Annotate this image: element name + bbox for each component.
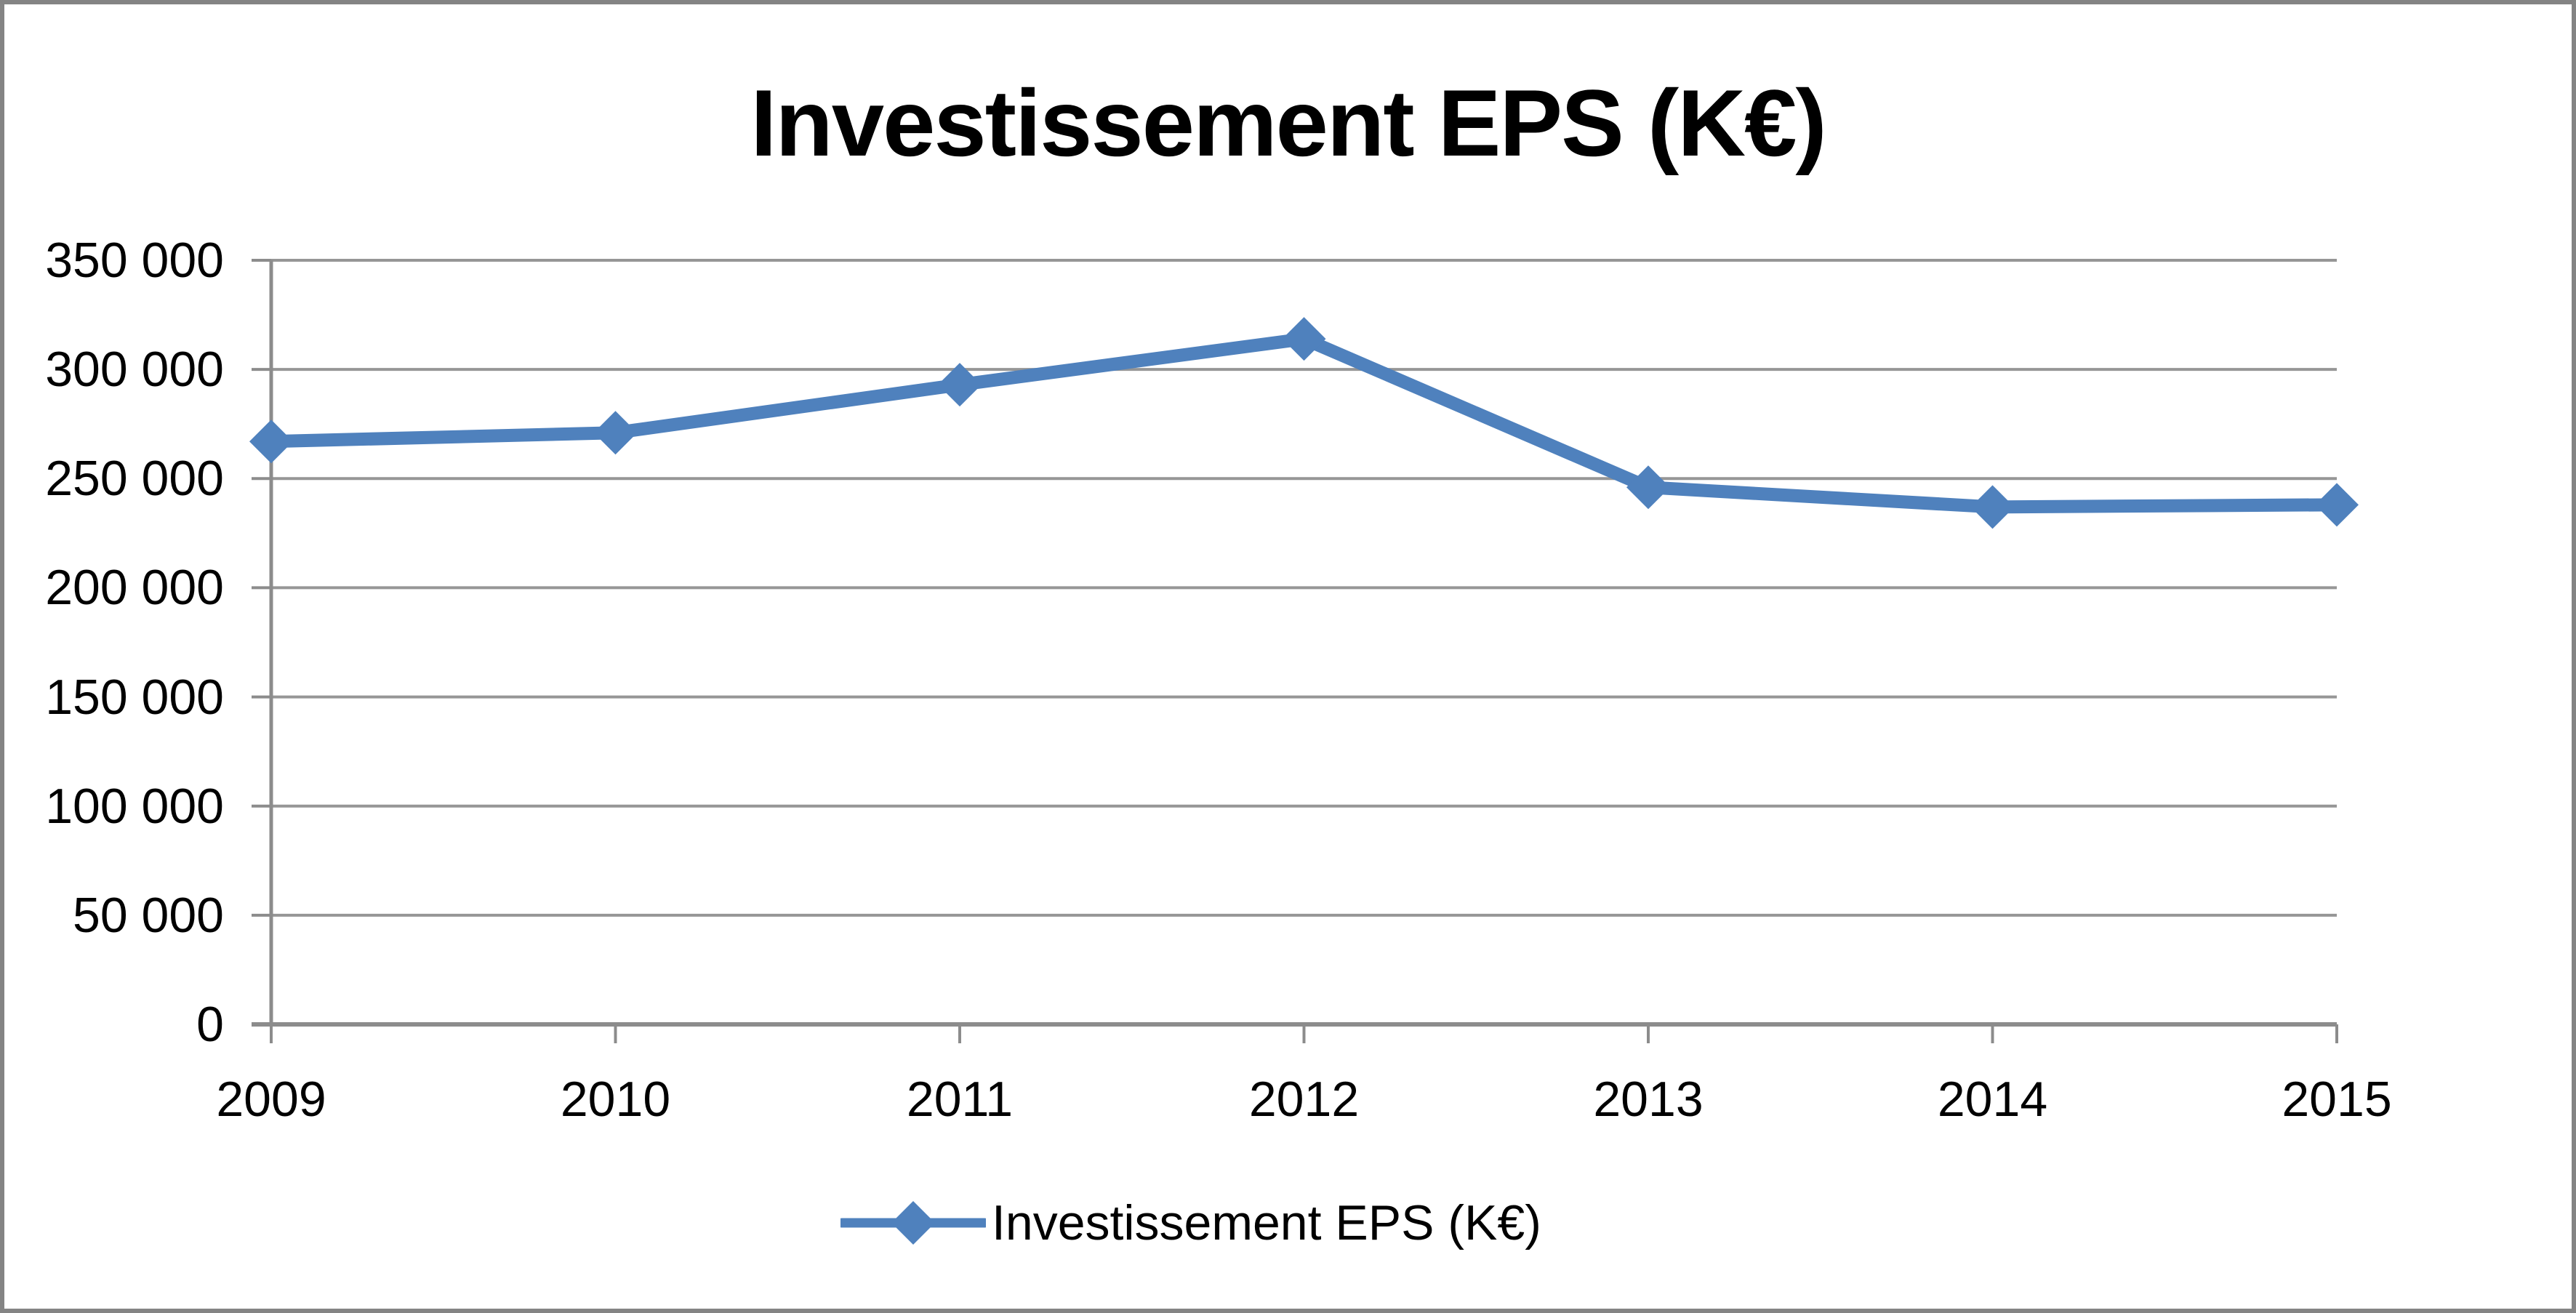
legend-diamond-marker bbox=[891, 1201, 935, 1245]
data-point-marker bbox=[249, 419, 293, 464]
y-axis-label: 250 000 bbox=[45, 451, 224, 507]
x-axis-label: 2015 bbox=[2282, 1072, 2392, 1127]
data-point-marker bbox=[2315, 483, 2359, 527]
x-axis-label: 2012 bbox=[1248, 1072, 1360, 1127]
y-axis-label: 200 000 bbox=[45, 560, 224, 616]
y-axis-label: 0 bbox=[196, 997, 224, 1052]
data-point-marker bbox=[1626, 465, 1670, 510]
x-axis-label: 2010 bbox=[560, 1072, 671, 1127]
y-axis-label: 50 000 bbox=[73, 887, 224, 943]
data-point-marker bbox=[593, 411, 638, 455]
series-line bbox=[265, 332, 2343, 514]
x-axis-label: 2011 bbox=[906, 1072, 1014, 1127]
chart-svg bbox=[249, 259, 2359, 1043]
y-axis-label: 300 000 bbox=[45, 342, 224, 398]
legend-label: Investissement EPS (K€) bbox=[992, 1195, 1541, 1250]
y-axis-label: 100 000 bbox=[45, 778, 224, 834]
x-axis-label: 2014 bbox=[1937, 1072, 2048, 1127]
chart-title: Investissement EPS (K€) bbox=[750, 70, 1826, 176]
diamond-marker-icon bbox=[840, 1201, 986, 1245]
legend: Investissement EPS (K€) bbox=[840, 1188, 1541, 1258]
x-axis-label: 2009 bbox=[216, 1072, 326, 1127]
x-axis-label: 2013 bbox=[1593, 1072, 1704, 1127]
y-axis-label: 350 000 bbox=[45, 233, 224, 288]
y-axis-label: 150 000 bbox=[45, 669, 224, 725]
data-point-marker bbox=[1970, 485, 2015, 529]
data-point-marker bbox=[1282, 317, 1326, 361]
